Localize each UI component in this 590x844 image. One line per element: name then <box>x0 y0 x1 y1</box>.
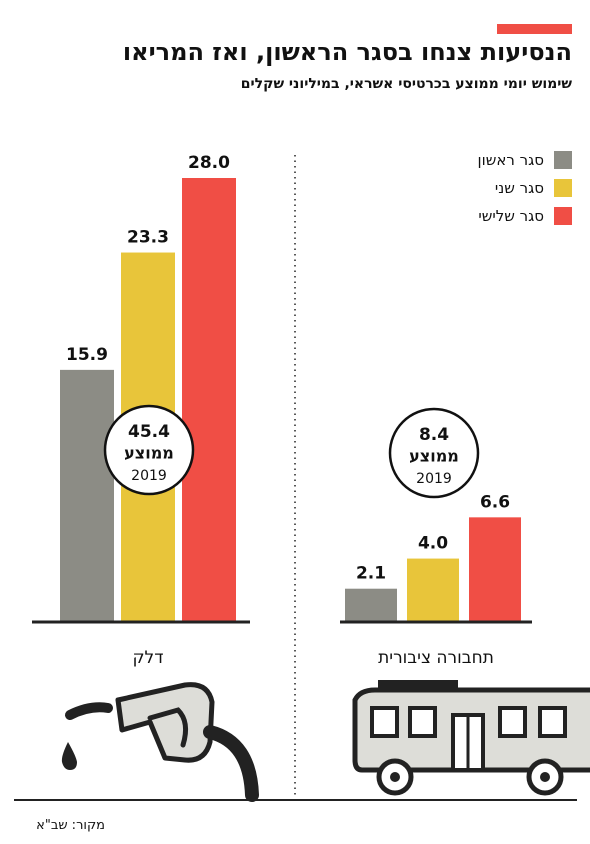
chart-subtitle: שימוש יומי ממוצע בכרטיסי אשראי, במיליוני… <box>240 76 572 92</box>
legend-item-first-lockdown: סגר ראשון <box>372 146 572 174</box>
bar-1-1 <box>407 558 459 622</box>
avg-2019-text-1-1: ממוצע <box>409 447 459 466</box>
chart-title: הנסיעות צנחו בסגר הראשון, ואז המריאו <box>122 38 572 66</box>
legend-swatch-third-lockdown <box>554 207 572 225</box>
bar-0-2 <box>182 178 236 622</box>
legend-swatch-first-lockdown <box>554 151 572 169</box>
data-label-0-0: 15.9 <box>66 345 108 365</box>
avg-2019-circle-1 <box>388 407 480 499</box>
legend-item-third-lockdown: סגר שלישי <box>372 202 572 230</box>
bus-icon <box>352 680 590 796</box>
data-label-0-1: 23.3 <box>127 228 169 248</box>
avg-2019-text-0-0: 45.4 <box>128 422 170 442</box>
category-label-1: תחבורה ציבורית <box>378 648 494 668</box>
legend-label-second-lockdown: סגר שני <box>494 179 544 197</box>
bar-1-0 <box>345 588 397 622</box>
avg-2019-text-0-2: 2019 <box>131 468 167 484</box>
data-label-0-2: 28.0 <box>188 153 230 173</box>
avg-2019-circle-0 <box>103 404 195 496</box>
title-accent-bar <box>497 24 572 34</box>
legend: סגר ראשון סגר שני סגר שלישי <box>372 146 572 230</box>
bar-1-2 <box>469 517 521 622</box>
bar-0-0 <box>60 369 114 622</box>
avg-2019-text-1-2: 2019 <box>416 471 452 487</box>
data-label-1-1: 4.0 <box>418 534 448 554</box>
avg-2019-text-1-0: 8.4 <box>419 425 449 445</box>
legend-item-second-lockdown: סגר שני <box>372 174 572 202</box>
category-label-0: דלק <box>132 648 163 668</box>
legend-swatch-second-lockdown <box>554 179 572 197</box>
fuel-nozzle-icon <box>61 682 259 802</box>
legend-label-first-lockdown: סגר ראשון <box>477 151 544 169</box>
source-note: מקור: שב"א <box>36 818 105 833</box>
avg-2019-text-0-1: ממוצע <box>124 444 174 463</box>
data-label-1-2: 6.6 <box>480 492 510 512</box>
data-label-1-0: 2.1 <box>356 564 386 584</box>
legend-label-third-lockdown: סגר שלישי <box>478 207 544 225</box>
